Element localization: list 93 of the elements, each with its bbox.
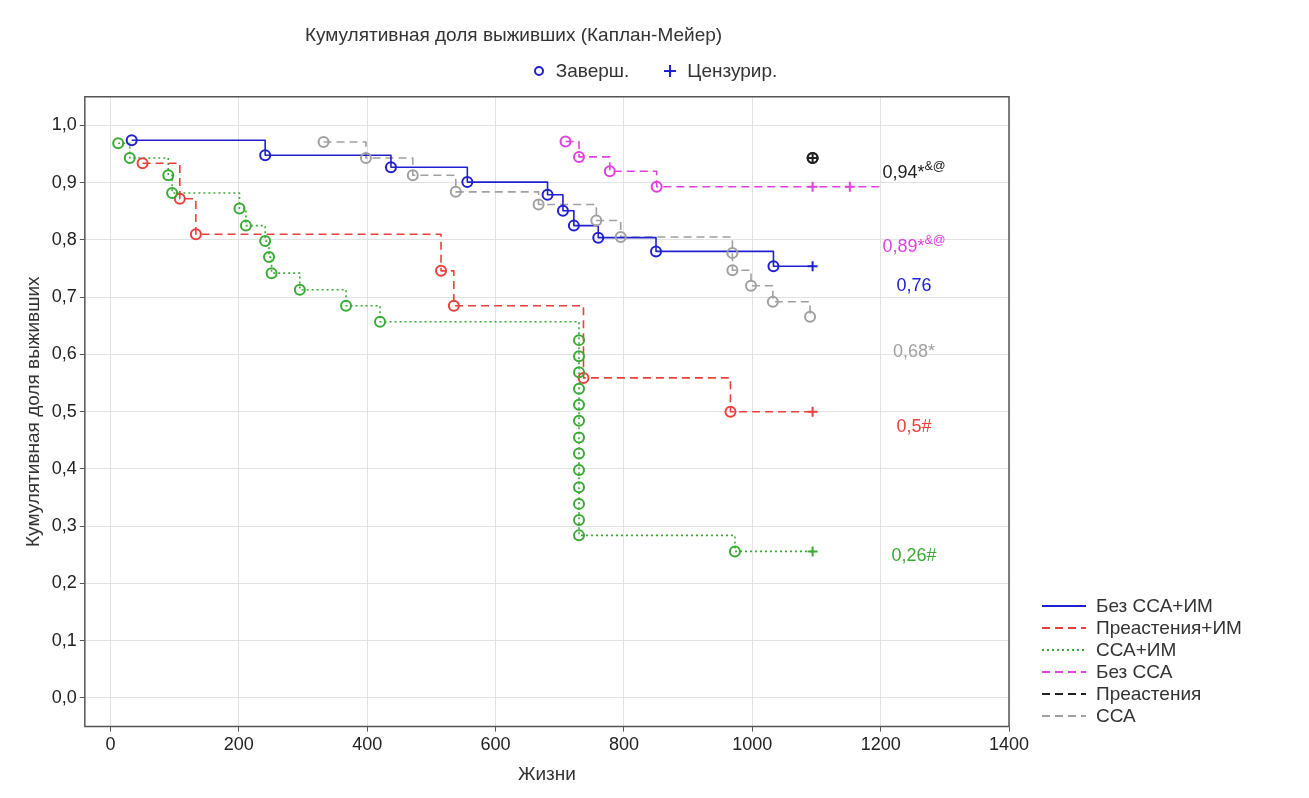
point bbox=[573, 464, 585, 477]
y-tick-label: 0,6 bbox=[51, 343, 77, 364]
point bbox=[745, 279, 757, 292]
point bbox=[573, 431, 585, 444]
point bbox=[541, 188, 554, 201]
point bbox=[573, 366, 585, 379]
point bbox=[726, 247, 739, 260]
chart-title: Кумулятивная доля выживших (Каплан-Мейер) bbox=[304, 23, 723, 45]
y-tick-label: 0,0 bbox=[51, 686, 77, 707]
point bbox=[573, 350, 585, 363]
point bbox=[573, 447, 585, 460]
point bbox=[406, 169, 419, 182]
annotation: 0,5# bbox=[896, 415, 932, 436]
point bbox=[573, 481, 585, 494]
point bbox=[573, 414, 585, 427]
point bbox=[766, 295, 779, 308]
point bbox=[806, 405, 819, 418]
y-tick-label: 0,8 bbox=[51, 228, 77, 249]
point bbox=[259, 235, 272, 248]
x-tick-label: 0 bbox=[105, 734, 116, 755]
y-axis-title: Кумулятивная доля выживших bbox=[21, 275, 43, 547]
legend-label: Преастения+ИМ bbox=[1096, 617, 1242, 639]
point bbox=[293, 283, 306, 296]
legend-label: ССА+ИМ bbox=[1096, 639, 1177, 661]
point bbox=[259, 149, 272, 162]
point bbox=[614, 231, 627, 244]
point bbox=[573, 497, 585, 510]
x-tick-label: 400 bbox=[352, 734, 383, 755]
point bbox=[573, 513, 585, 526]
x-tick-label: 200 bbox=[223, 734, 254, 755]
point bbox=[461, 176, 474, 189]
x-axis-title: Жизни bbox=[517, 762, 576, 784]
point bbox=[125, 134, 138, 147]
point bbox=[573, 382, 585, 395]
legend-label: Цензурир. bbox=[687, 60, 778, 82]
y-tick-label: 0,3 bbox=[51, 515, 77, 536]
y-tick-label: 1,0 bbox=[51, 114, 77, 135]
point bbox=[556, 204, 569, 217]
point bbox=[265, 267, 278, 280]
point bbox=[767, 260, 780, 273]
legend-label: Без ССА bbox=[1096, 661, 1173, 683]
point bbox=[532, 198, 545, 211]
y-tick-label: 0,4 bbox=[51, 457, 77, 478]
point bbox=[435, 264, 448, 277]
point bbox=[162, 169, 175, 182]
y-tick-label: 0,1 bbox=[51, 629, 77, 650]
point bbox=[592, 231, 605, 244]
legend-label: Преастения bbox=[1096, 683, 1202, 705]
x-tick-label: 600 bbox=[480, 734, 511, 755]
x-tick-label: 1200 bbox=[860, 734, 901, 755]
point bbox=[189, 228, 202, 241]
point bbox=[728, 545, 741, 558]
point bbox=[449, 185, 462, 198]
point bbox=[239, 219, 252, 232]
point bbox=[384, 161, 397, 174]
point bbox=[590, 214, 603, 227]
point bbox=[173, 192, 186, 205]
legend-label: Без ССА+ИМ bbox=[1096, 595, 1213, 617]
point bbox=[447, 299, 460, 312]
point bbox=[136, 157, 149, 170]
point bbox=[573, 334, 585, 347]
legend-label: ССА bbox=[1096, 705, 1136, 727]
annotation: 0,26# bbox=[891, 545, 937, 566]
x-tick-label: 800 bbox=[608, 734, 639, 755]
point bbox=[374, 315, 387, 328]
point bbox=[806, 260, 819, 273]
point bbox=[726, 264, 739, 277]
point bbox=[233, 202, 246, 215]
point bbox=[112, 137, 125, 150]
point bbox=[573, 529, 585, 542]
point bbox=[166, 186, 179, 199]
annotation: 0,94*&@ bbox=[882, 159, 946, 183]
point bbox=[804, 310, 817, 323]
point bbox=[567, 219, 580, 232]
annotation: 0,68* bbox=[892, 340, 936, 361]
y-tick-label: 0,2 bbox=[51, 572, 77, 593]
y-tick-label: 0,7 bbox=[51, 286, 77, 307]
y-tick-label: 0,9 bbox=[51, 171, 77, 192]
point bbox=[340, 299, 353, 312]
point bbox=[263, 251, 276, 264]
legend-label: Заверш. bbox=[555, 60, 630, 82]
point bbox=[123, 152, 136, 165]
point bbox=[724, 405, 737, 418]
point bbox=[317, 136, 330, 149]
point bbox=[359, 152, 372, 165]
point bbox=[573, 398, 585, 411]
annotation: 0,76 bbox=[896, 275, 932, 296]
point bbox=[650, 245, 663, 258]
y-tick-label: 0,5 bbox=[51, 400, 77, 421]
point bbox=[577, 371, 590, 384]
annotation: 0,89*&@ bbox=[882, 232, 946, 256]
x-tick-label: 1000 bbox=[732, 734, 773, 755]
x-tick-label: 1400 bbox=[988, 734, 1030, 755]
